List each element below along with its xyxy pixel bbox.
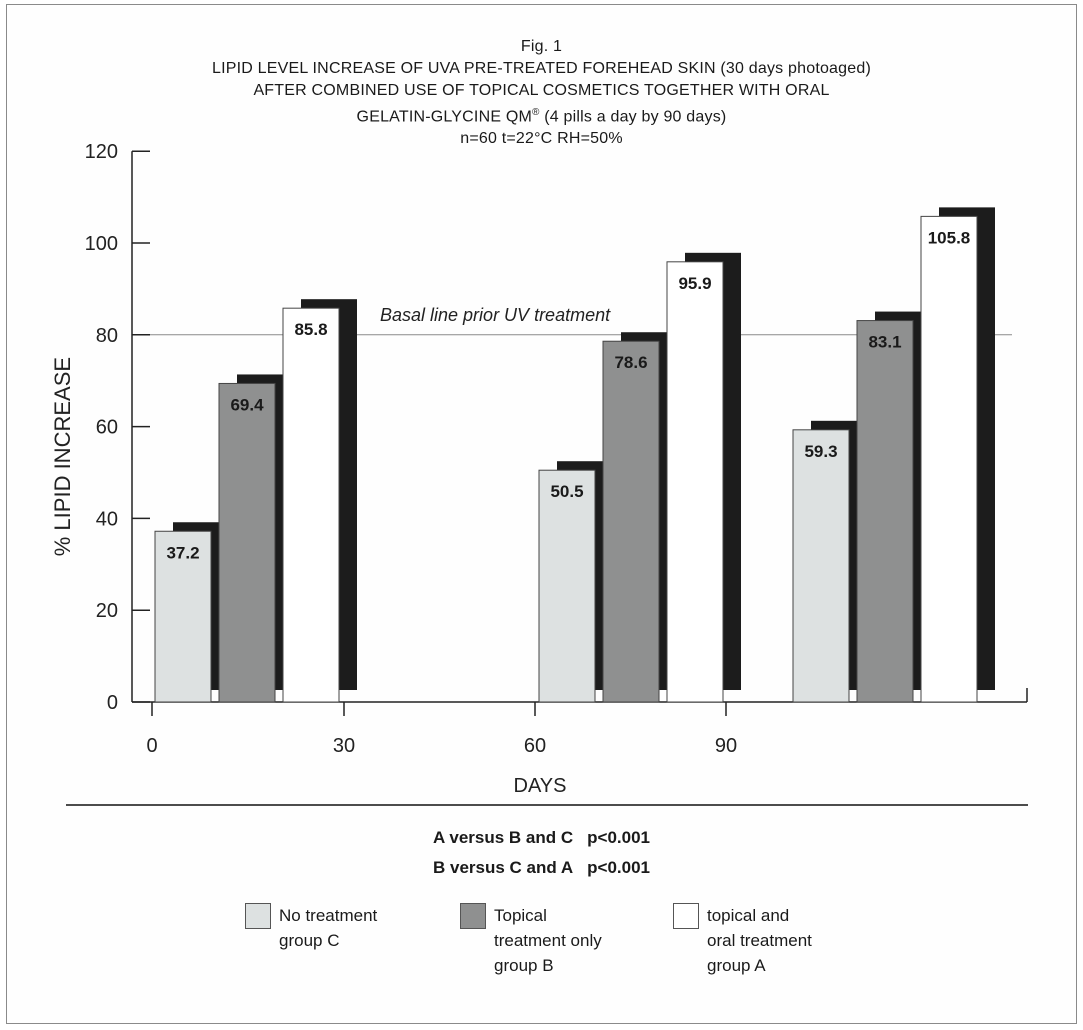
y-tick-label: 40 — [96, 508, 118, 530]
title-line-2: LIPID LEVEL INCREASE OF UVA PRE-TREATED … — [212, 60, 871, 77]
x-tick-label: 90 — [715, 735, 737, 757]
title-line-4: GELATIN-GLYCINE QM® (4 pills a day by 90… — [0, 102, 1083, 128]
reference-line-label: Basal line prior UV treatment — [380, 305, 611, 325]
legend-item-group-a: topical and oral treatment group A — [673, 903, 853, 983]
stat-comparison: A versus B and C — [433, 828, 574, 847]
bar-value-label: 95.9 — [678, 274, 711, 293]
legend-swatch-group-b — [460, 903, 486, 929]
bar-value-label: 37.2 — [166, 543, 199, 562]
x-tick-label: 0 — [146, 735, 157, 757]
bar-value-label: 50.5 — [550, 482, 583, 501]
y-tick-label: 120 — [85, 141, 118, 163]
bar-group-c — [538, 469, 596, 703]
y-tick-label: 20 — [96, 600, 118, 622]
legend-swatch-group-a — [673, 903, 699, 929]
legend-swatch-group-c — [245, 903, 271, 929]
chart-title: Fig. 1 LIPID LEVEL INCREASE OF UVA PRE-T… — [0, 36, 1083, 150]
x-tick-label: 30 — [333, 735, 355, 757]
legend-item-group-c: No treatment group C — [245, 903, 425, 983]
y-tick-label: 100 — [85, 233, 118, 255]
bar-value-label: 69.4 — [230, 395, 264, 414]
title-line-1: Fig. 1 — [520, 38, 563, 55]
statistics-block: A versus B and C p<0.001 B versus C and A… — [0, 826, 1083, 880]
y-tick-label: 0 — [107, 692, 118, 714]
bar-group-a — [666, 261, 724, 703]
bar-value-label: 59.3 — [804, 442, 837, 461]
x-axis-title: DAYS — [514, 775, 567, 797]
legend-item-group-b: Topical treatment only group B — [460, 903, 640, 983]
legend-label-group-c: No treatment group C — [279, 906, 378, 950]
bar-group-b — [218, 382, 276, 703]
title-line-4-main: GELATIN-GLYCINE QM — [356, 108, 533, 126]
bar-group-a — [920, 215, 978, 703]
stat-p-value: p<0.001 — [587, 858, 650, 877]
bar-group-b — [856, 320, 914, 703]
bar-group-c — [154, 530, 212, 703]
y-axis-title: % LIPID INCREASE — [50, 357, 75, 556]
bar-group-a — [282, 307, 340, 703]
bar-value-label: 105.8 — [928, 228, 971, 247]
legend-label-group-a: topical and oral treatment group A — [707, 906, 812, 975]
stat-line-1: A versus B and C p<0.001 — [0, 826, 1083, 850]
stat-p-value: p<0.001 — [587, 828, 650, 847]
bar-value-label: 78.6 — [614, 353, 647, 372]
registered-mark: ® — [532, 107, 540, 118]
y-tick-label: 80 — [96, 325, 118, 347]
legend-label-group-b: Topical treatment only group B — [494, 906, 602, 975]
title-line-5: n=60 t=22°C RH=50% — [460, 130, 623, 148]
stat-line-2: B versus C and A p<0.001 — [0, 856, 1083, 880]
bar-value-label: 85.8 — [294, 320, 327, 339]
bar-group-b — [602, 340, 660, 703]
bar-group-c — [792, 429, 850, 703]
x-tick-label: 60 — [524, 735, 546, 757]
title-line-3: AFTER COMBINED USE OF TOPICAL COSMETICS … — [253, 82, 830, 99]
y-tick-label: 60 — [96, 417, 118, 439]
stat-comparison: B versus C and A — [433, 858, 574, 877]
title-line-4-tail: (4 pills a day by 90 days) — [539, 108, 727, 126]
bar-value-label: 83.1 — [868, 333, 901, 352]
